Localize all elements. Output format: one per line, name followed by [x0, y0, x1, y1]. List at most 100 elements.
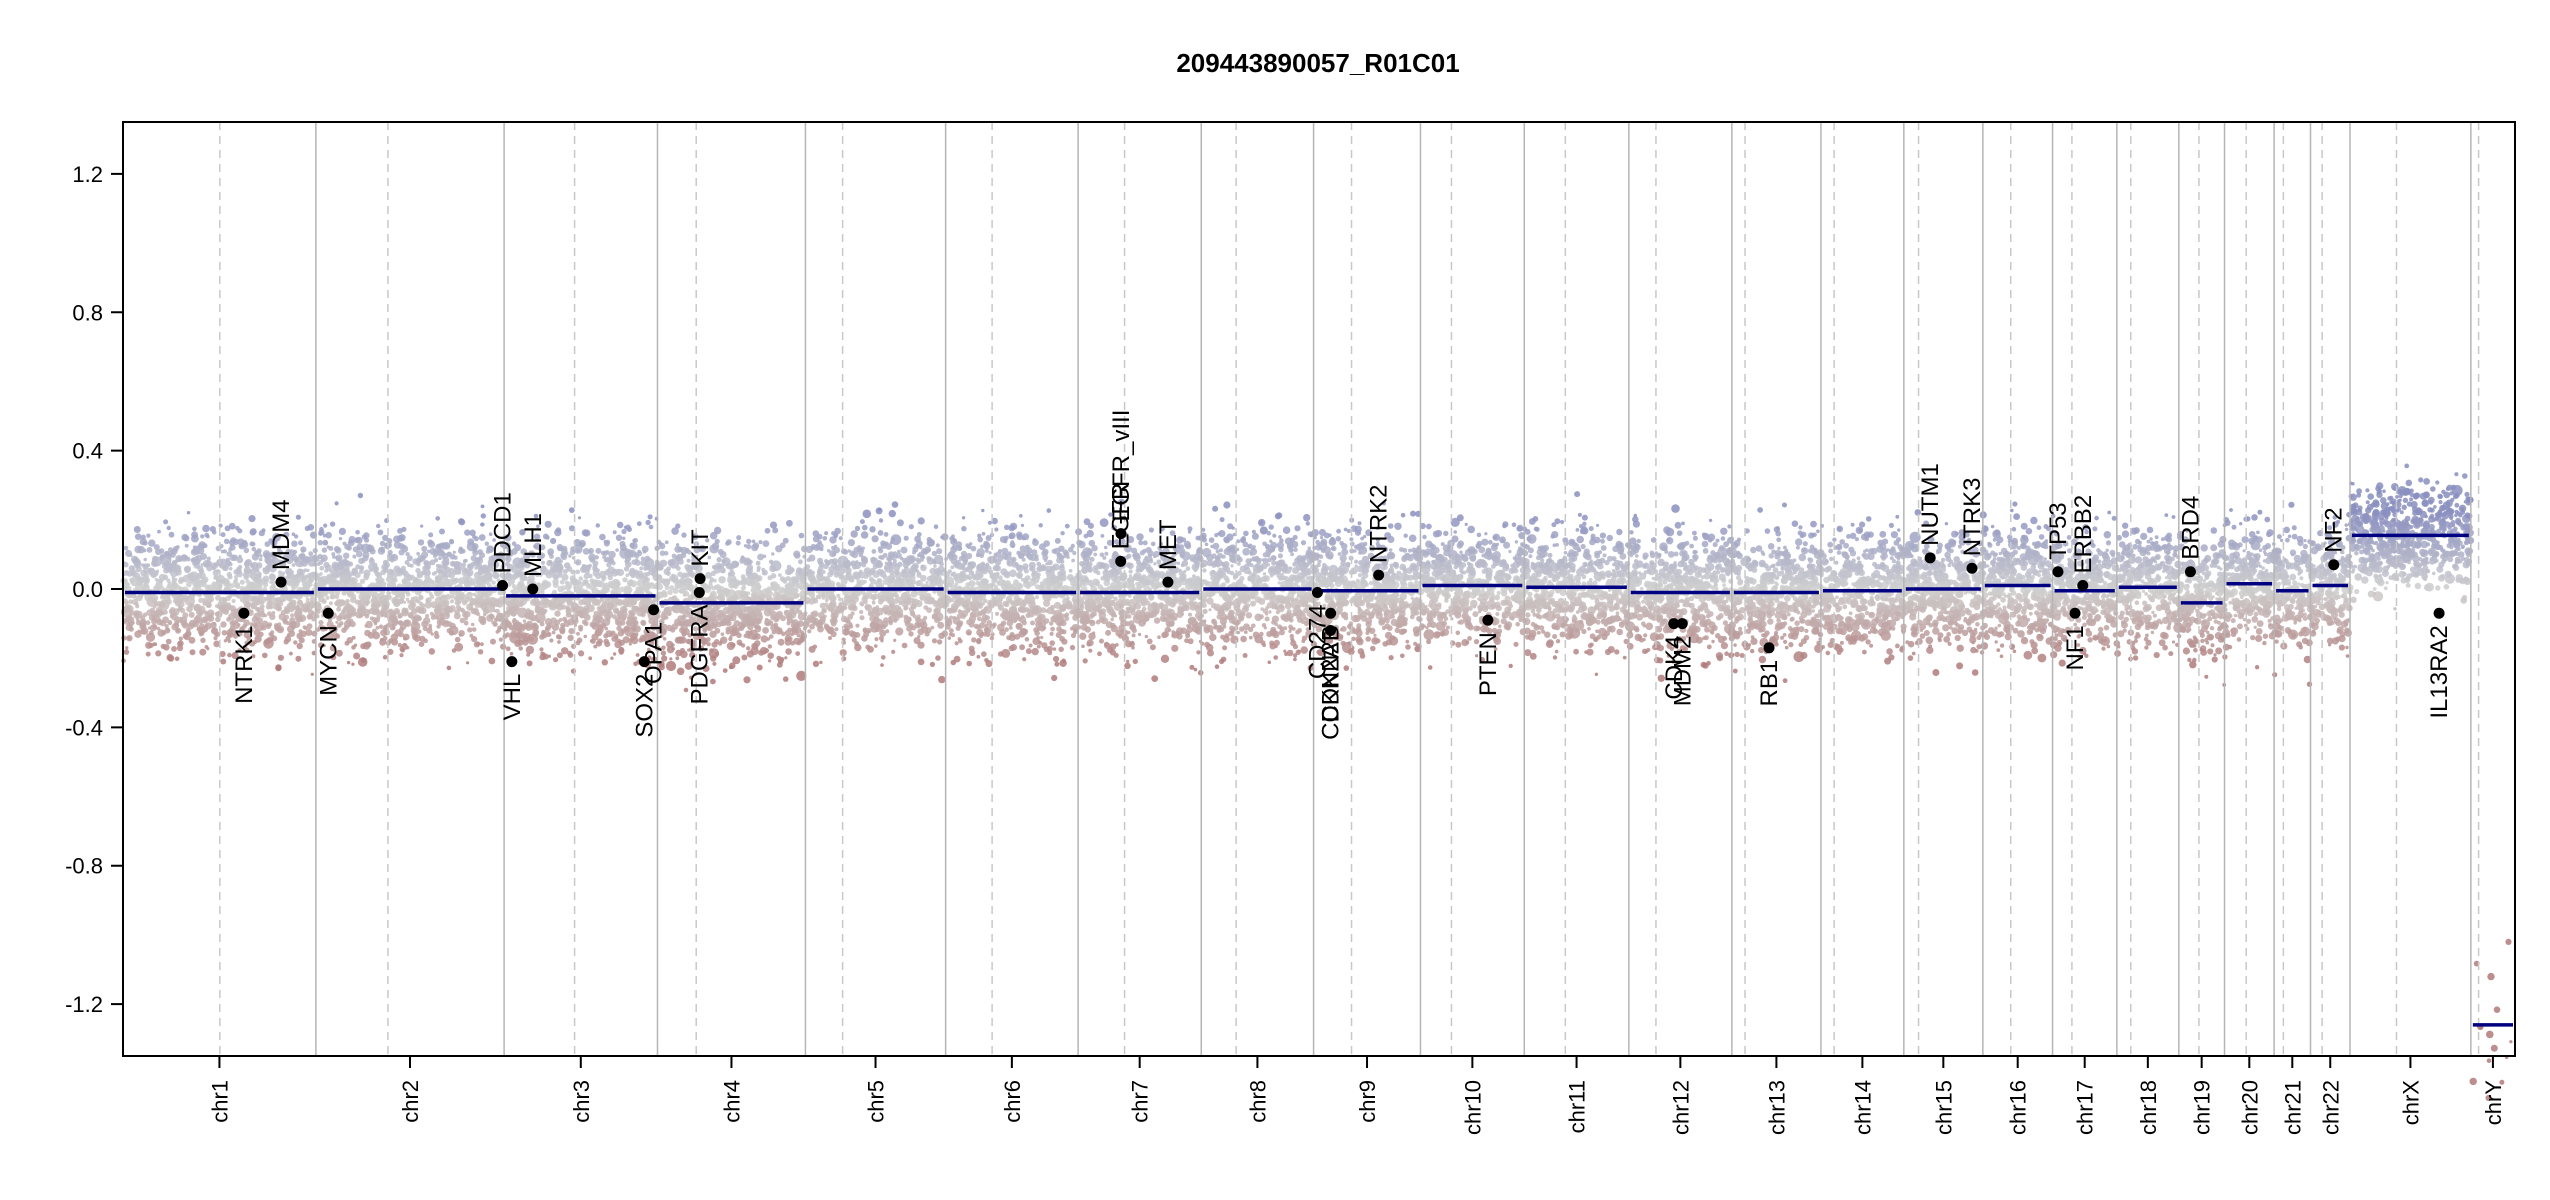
probe-point: [915, 600, 923, 608]
probe-point: [356, 607, 363, 614]
probe-point: [358, 569, 364, 574]
probe-point: [903, 605, 909, 611]
probe-point: [459, 607, 465, 613]
probe-point: [639, 566, 644, 571]
probe-point: [175, 599, 180, 604]
probe-point: [143, 567, 150, 574]
probe-point: [1039, 584, 1045, 589]
probe-point: [960, 550, 968, 558]
probe-point: [466, 571, 472, 577]
probe-point: [186, 511, 191, 515]
probe-point: [1068, 568, 1073, 573]
probe-point: [967, 631, 971, 636]
probe-point: [335, 620, 339, 624]
probe-point: [603, 585, 608, 589]
probe-point: [421, 545, 428, 552]
probe-point: [428, 625, 433, 630]
probe-point: [551, 630, 556, 635]
probe-point: [363, 574, 370, 581]
probe-point: [544, 581, 552, 588]
probe-point: [369, 567, 374, 572]
probe-point: [714, 627, 721, 634]
probe-point: [771, 586, 775, 590]
probe-point: [1056, 626, 1062, 632]
probe-point: [735, 540, 741, 546]
probe-point: [826, 627, 834, 634]
probe-point: [476, 563, 483, 570]
probe-point: [421, 551, 429, 559]
probe-point: [840, 548, 847, 555]
probe-point: [138, 594, 144, 599]
probe-point: [587, 597, 592, 602]
probe-point: [145, 641, 153, 649]
probe-point: [591, 587, 599, 595]
probe-point: [398, 568, 405, 575]
probe-point: [602, 600, 607, 606]
probe-point: [207, 603, 212, 608]
probe-point: [908, 606, 915, 613]
probe-point: [483, 613, 487, 617]
probe-point: [306, 623, 313, 630]
probe-point: [412, 634, 419, 641]
probe-point: [589, 639, 594, 643]
probe-point: [568, 628, 575, 635]
probe-point: [365, 641, 372, 648]
probe-point: [867, 593, 874, 599]
probe-point: [669, 585, 675, 591]
probe-point: [1008, 645, 1015, 652]
probe-point: [621, 528, 627, 535]
probe-point: [850, 530, 858, 538]
probe-point: [128, 626, 134, 632]
probe-point: [199, 648, 207, 656]
probe-point: [820, 581, 826, 588]
probe-point: [1054, 661, 1060, 667]
probe-point: [433, 558, 439, 563]
probe-point: [511, 584, 517, 589]
probe-point: [867, 630, 871, 634]
probe-point: [777, 595, 781, 599]
probe-point: [1011, 556, 1017, 563]
probe-point: [644, 555, 651, 562]
probe-point: [795, 608, 800, 613]
probe-point: [466, 541, 477, 552]
probe-point: [352, 554, 357, 559]
probe-point: [643, 566, 648, 571]
probe-point: [755, 625, 760, 629]
probe-point: [230, 608, 238, 617]
probe-point: [182, 612, 189, 619]
probe-point: [865, 644, 871, 650]
probe-point: [924, 631, 930, 637]
probe-point: [185, 627, 191, 633]
probe-point: [937, 621, 945, 629]
probe-point: [352, 546, 359, 553]
probe-point: [348, 561, 354, 567]
probe-point: [671, 527, 679, 535]
probe-point: [373, 602, 380, 609]
probe-point: [777, 573, 782, 577]
probe-point: [799, 635, 806, 643]
probe-point: [145, 632, 156, 642]
probe-point: [746, 538, 752, 545]
probe-point: [830, 582, 835, 586]
probe-point: [489, 596, 495, 603]
probe-point: [426, 549, 431, 553]
probe-point: [243, 574, 249, 580]
probe-point: [689, 586, 694, 591]
probe-point: [152, 642, 157, 647]
probe-point: [856, 545, 862, 551]
probe-point: [1040, 635, 1044, 640]
probe-point: [542, 633, 546, 638]
probe-point: [850, 611, 855, 616]
probe-point: [154, 577, 159, 582]
probe-point: [1036, 635, 1041, 640]
probe-point: [550, 538, 557, 544]
probe-point: [582, 566, 588, 572]
probe-point: [353, 643, 358, 647]
probe-point: [743, 609, 747, 613]
probe-point: [165, 638, 172, 645]
probe-point: [677, 636, 685, 644]
probe-point: [891, 576, 895, 581]
probe-point: [467, 627, 473, 633]
probe-point: [1031, 549, 1038, 556]
probe-point: [671, 595, 677, 601]
